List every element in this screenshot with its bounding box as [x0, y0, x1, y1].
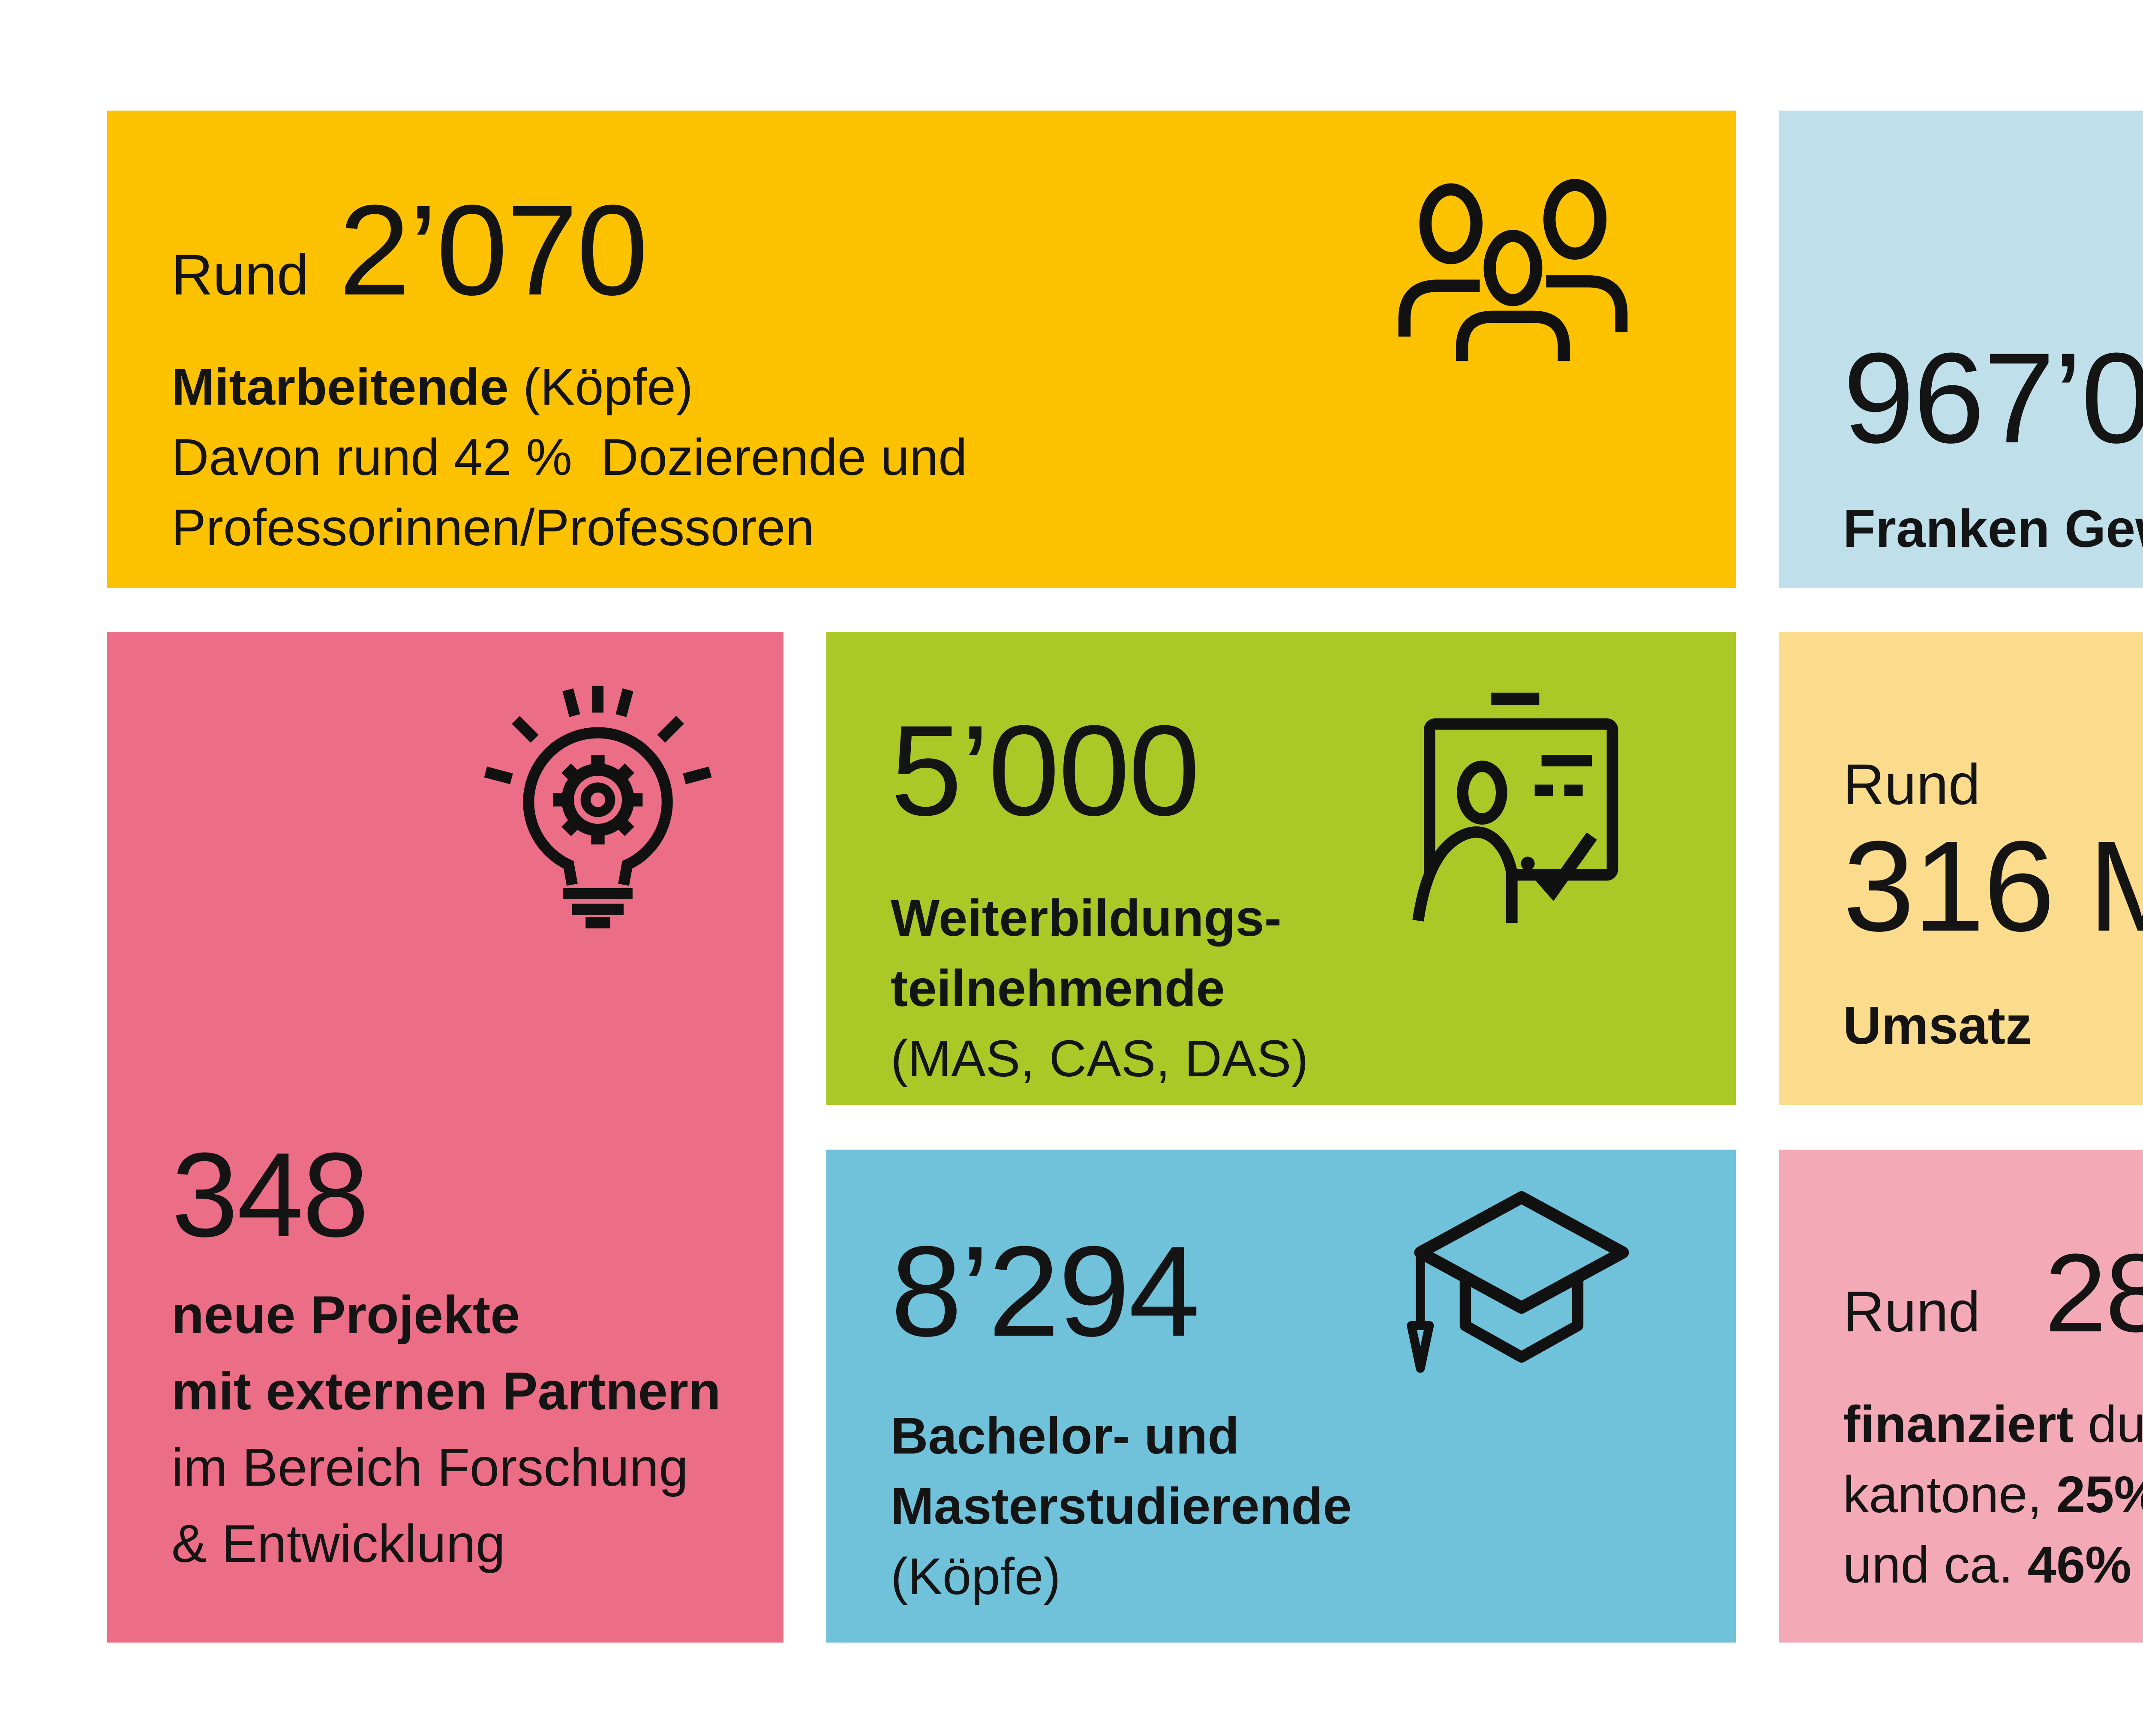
body-regular: und ca. [1843, 1535, 2028, 1594]
stat-label: Franken Gewinn [1843, 499, 2143, 559]
gear [553, 755, 643, 845]
body-line: teilnehmende [891, 959, 1225, 1017]
body-text: neue Projekte mit externen Partnern im B… [171, 1277, 721, 1582]
body-text: Bachelor- und Masterstudierende (Köpfe) [891, 1400, 1352, 1611]
body-line: Mitarbeitende (Köpfe) [171, 351, 967, 422]
body-text: Weiterbildungs- teilnehmende (MAS, CAS, … [891, 883, 1309, 1093]
tile-studierende: 8’294 Bachelor- und Masterstudierende (K… [826, 1150, 1736, 1643]
number-value: 2’070 [339, 178, 648, 322]
number-value: 28 % [2044, 1231, 2143, 1355]
checkmark [1532, 832, 1597, 901]
body-line: & Entwicklung [171, 1514, 505, 1574]
body-line: neue Projekte [171, 1285, 520, 1345]
stat-label: Umsatz [1843, 996, 2032, 1055]
headline-number: Rund 28 % [1843, 1232, 2143, 1355]
lightbulb-gear-icon [484, 685, 712, 928]
bulb-base [563, 888, 633, 928]
body-line: kantone, 25% durch Bund, [1843, 1459, 2143, 1529]
body-line: Weiterbildungs- [891, 889, 1282, 947]
mortarboard [1414, 1191, 1629, 1314]
body-line: mit externen Partnern [171, 1362, 721, 1421]
body-line: und ca. 46% durch übrige [1843, 1529, 2143, 1600]
tassel-tip [1407, 1321, 1434, 1373]
body-regular: kantone, [1843, 1465, 2056, 1523]
bulb-outline [523, 727, 673, 886]
dot [1521, 856, 1535, 871]
tile-finanzierung: Rund 28 % finanziert durch Konkordats- ka… [1779, 1150, 2143, 1643]
rays [484, 685, 712, 784]
tile-gewinn: 967’000 Franken Gewinn [1779, 111, 2143, 588]
number-value: 316 Mio. [1843, 814, 2143, 958]
number-prefix: Rund [1843, 753, 1981, 817]
body-line: Davon rund 42 % Dozierende und [171, 428, 967, 486]
body-line: (Köpfe) [891, 1547, 1061, 1605]
tile-weiterbildung: 5’000 Weiterbildungs- teilnehmende (MAS,… [826, 632, 1736, 1105]
body-text: Mitarbeitende (Köpfe) Davon rund 42 % Do… [171, 351, 967, 562]
body-line: Masterstudierende [891, 1477, 1352, 1535]
number-prefix: Rund [1843, 1280, 1981, 1344]
body-line: Bachelor- und [891, 1406, 1240, 1465]
number-value: 5’000 [891, 698, 1200, 842]
people-icon [1398, 179, 1628, 361]
body-bold: 25% [2056, 1465, 2143, 1523]
number-value: 8’294 [891, 1219, 1200, 1363]
graduation-cap-icon [1407, 1191, 1629, 1373]
body-bold: 46% [2027, 1535, 2131, 1594]
presentation-board-icon [1412, 692, 1618, 923]
tile-umsatz: Rund 316 Mio. Umsatz [1779, 632, 2143, 1105]
headline-number: Rund 2’070 [171, 178, 648, 322]
number-value: 967’000 [1843, 326, 2143, 470]
tile-mitarbeitende: Rund 2’070 Mitarbeitende (Köpfe) Davon ru… [107, 111, 1736, 588]
board-lines [1534, 755, 1592, 796]
body-regular: (Köpfe) [508, 357, 693, 416]
body-regular: durch übrige [2131, 1535, 2143, 1594]
body-bold: Mitarbeitende [171, 357, 509, 416]
body-line: Professorinnen/Professoren [171, 498, 814, 556]
body-text: finanziert durch Konkordats- kantone, 25… [1843, 1389, 2143, 1600]
number-value: 348 [171, 1128, 369, 1262]
person-body [1412, 826, 1518, 923]
board [1424, 718, 1618, 881]
body-regular: durch Konkordats- [2088, 1395, 2143, 1453]
body-line: (MAS, CAS, DAS) [891, 1029, 1309, 1087]
body-line: finanziert durch Konkordats- [1843, 1389, 2143, 1459]
person-head [1457, 760, 1507, 825]
body-bold: finanziert [1843, 1395, 2074, 1453]
body-line: im Bereich Forschung [171, 1438, 689, 1497]
number-prefix: Rund [171, 243, 309, 307]
tile-projekte: 348 neue Projekte mit externen Partnern … [107, 632, 783, 1643]
